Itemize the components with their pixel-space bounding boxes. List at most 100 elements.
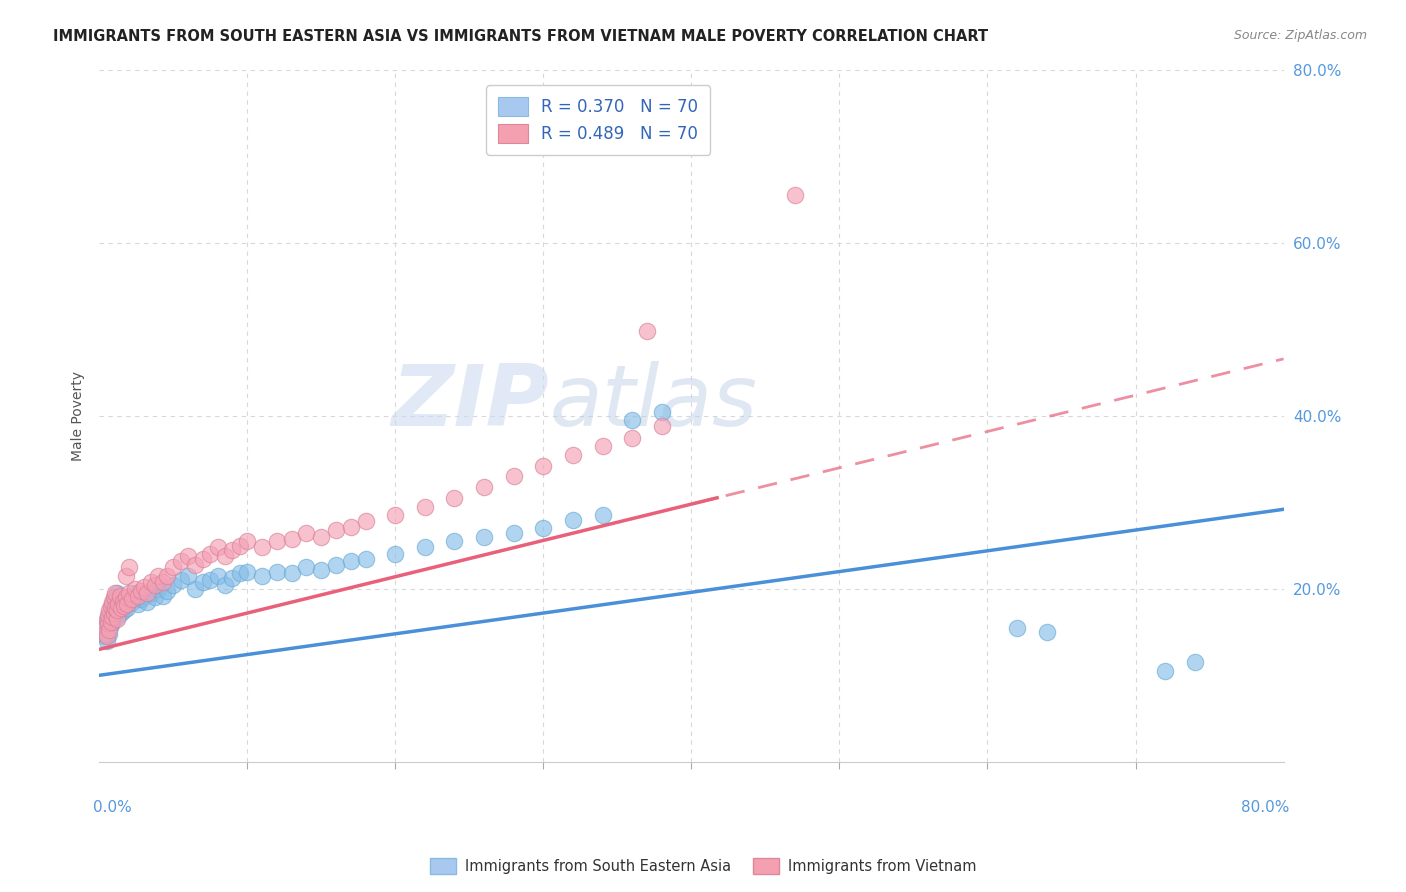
Point xyxy=(502,525,524,540)
Point xyxy=(107,598,129,612)
Point xyxy=(132,580,155,594)
Point xyxy=(118,591,141,605)
Point xyxy=(354,551,377,566)
Point xyxy=(184,582,207,596)
Point xyxy=(309,530,332,544)
Point xyxy=(98,603,121,617)
Point xyxy=(651,404,673,418)
Point xyxy=(191,551,214,566)
Point xyxy=(250,541,273,555)
Text: 0.0%: 0.0% xyxy=(93,800,132,814)
Point xyxy=(121,592,143,607)
Point xyxy=(97,612,120,626)
Point xyxy=(472,530,495,544)
Point xyxy=(114,595,136,609)
Point xyxy=(127,598,149,612)
Point xyxy=(621,413,644,427)
Point xyxy=(384,508,406,523)
Point xyxy=(96,629,118,643)
Point xyxy=(114,569,136,583)
Point xyxy=(124,586,146,600)
Text: Source: ZipAtlas.com: Source: ZipAtlas.com xyxy=(1233,29,1367,42)
Text: 80.0%: 80.0% xyxy=(1241,800,1289,814)
Point xyxy=(101,609,124,624)
Point xyxy=(117,600,139,615)
Point xyxy=(229,566,252,581)
Point xyxy=(110,600,132,615)
Point xyxy=(156,569,179,583)
Point xyxy=(118,586,141,600)
Point xyxy=(96,633,118,648)
Point xyxy=(100,618,122,632)
Point xyxy=(214,549,236,563)
Point xyxy=(104,600,127,615)
Point xyxy=(636,324,658,338)
Point xyxy=(1184,656,1206,670)
Point xyxy=(413,500,436,514)
Point xyxy=(101,595,124,609)
Point xyxy=(93,625,115,640)
Point xyxy=(129,583,152,598)
Point xyxy=(325,558,347,572)
Point xyxy=(413,541,436,555)
Point xyxy=(443,491,465,505)
Y-axis label: Male Poverty: Male Poverty xyxy=(72,371,86,461)
Point xyxy=(105,612,128,626)
Point xyxy=(105,609,128,624)
Point xyxy=(340,519,363,533)
Point xyxy=(651,419,673,434)
Point xyxy=(162,577,184,591)
Point xyxy=(1005,621,1028,635)
Point xyxy=(295,525,318,540)
Point xyxy=(129,592,152,607)
Point xyxy=(104,603,127,617)
Point xyxy=(214,577,236,591)
Point xyxy=(100,599,122,614)
Point xyxy=(114,591,136,605)
Point xyxy=(124,582,146,596)
Point xyxy=(112,599,135,614)
Point xyxy=(108,589,131,603)
Point xyxy=(117,598,139,612)
Point xyxy=(280,532,302,546)
Point xyxy=(1035,625,1057,640)
Point xyxy=(108,592,131,607)
Text: atlas: atlas xyxy=(550,360,758,443)
Point xyxy=(384,547,406,561)
Point xyxy=(139,586,162,600)
Point xyxy=(177,549,200,563)
Point xyxy=(100,603,122,617)
Point xyxy=(148,569,170,583)
Legend: R = 0.370   N = 70, R = 0.489   N = 70: R = 0.370 N = 70, R = 0.489 N = 70 xyxy=(486,86,710,154)
Point xyxy=(177,569,200,583)
Point xyxy=(207,541,229,555)
Point xyxy=(135,586,157,600)
Point xyxy=(93,621,115,635)
Point xyxy=(221,543,243,558)
Point xyxy=(592,439,614,453)
Point xyxy=(152,589,174,603)
Point xyxy=(280,566,302,581)
Point xyxy=(98,627,121,641)
Point xyxy=(561,448,583,462)
Point xyxy=(104,591,127,605)
Text: ZIP: ZIP xyxy=(392,360,550,443)
Point xyxy=(443,534,465,549)
Point xyxy=(162,560,184,574)
Point xyxy=(132,589,155,603)
Point xyxy=(101,599,124,614)
Point xyxy=(105,586,128,600)
Point xyxy=(295,560,318,574)
Point xyxy=(169,573,191,587)
Point xyxy=(111,595,134,609)
Point xyxy=(103,606,125,620)
Point xyxy=(118,560,141,574)
Point xyxy=(112,602,135,616)
Point xyxy=(502,469,524,483)
Point xyxy=(97,607,120,622)
Point xyxy=(236,565,259,579)
Point xyxy=(184,558,207,572)
Point xyxy=(198,547,221,561)
Point xyxy=(127,589,149,603)
Point xyxy=(152,574,174,589)
